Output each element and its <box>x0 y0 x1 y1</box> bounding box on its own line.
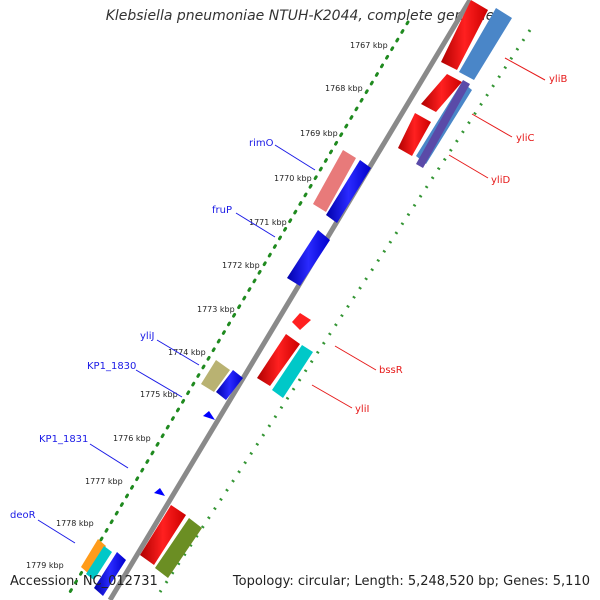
forward-genes <box>81 150 371 596</box>
tick-label: 1768 kbp <box>325 84 363 93</box>
ruler-ticks: 1767 kbp 1768 kbp 1769 kbp 1770 kbp 1771… <box>26 41 388 570</box>
gene-feature-red-bottom[interactable] <box>140 505 186 565</box>
tick-label: 1778 kbp <box>56 519 94 528</box>
gene-label-deoR[interactable]: deoR <box>10 510 36 521</box>
gene-label-yliI[interactable]: yliI <box>355 404 369 415</box>
genome-backbone <box>107 0 473 600</box>
gene-label-KP1_1831[interactable]: KP1_1831 <box>39 434 88 445</box>
gene-feature-blue-bottom[interactable] <box>94 552 126 596</box>
tick-label: 1776 kbp <box>113 434 151 443</box>
gene-bssR[interactable] <box>257 334 300 386</box>
gene-labels: rimO fruP yliJ KP1_1830 KP1_1831 deoR yl… <box>10 74 567 521</box>
gene-rimO[interactable] <box>313 150 356 212</box>
tick-label: 1777 kbp <box>85 477 123 486</box>
gene-KP1_1831[interactable] <box>154 488 165 496</box>
gene-yliD[interactable] <box>416 80 470 168</box>
gene-label-yliC[interactable]: yliC <box>516 133 534 144</box>
gene-feature-cyan[interactable] <box>86 546 112 580</box>
gene-label-yliB[interactable]: yliB <box>549 74 567 85</box>
gene-yliB[interactable] <box>441 0 488 70</box>
gene-KP1_1830[interactable] <box>203 411 215 420</box>
leader-lines <box>37 57 546 544</box>
gene-label-bssR[interactable]: bssR <box>379 365 403 376</box>
gene-yliJ[interactable] <box>201 360 230 392</box>
gene-feature-red-3[interactable] <box>398 113 431 156</box>
ruler-dotted-line <box>68 20 410 594</box>
gene-label-KP1_1830[interactable]: KP1_1830 <box>87 361 136 372</box>
gene-deoR[interactable] <box>81 539 106 574</box>
gene-feature-red-4[interactable] <box>292 313 311 330</box>
tick-label: 1767 kbp <box>350 41 388 50</box>
gene-feature-red-2[interactable] <box>421 74 462 112</box>
gene-feature-blue-small[interactable] <box>216 370 243 400</box>
gene-yliI[interactable] <box>272 345 313 398</box>
gene-label-fruP[interactable]: fruP <box>212 205 232 216</box>
gene-label-rimO[interactable]: rimO <box>249 138 274 149</box>
reverse-genes <box>140 0 512 578</box>
map-title: Klebsiella pneumoniae NTUH-K2044, comple… <box>105 8 495 24</box>
gene-fruP[interactable] <box>287 230 330 286</box>
tick-label: 1779 kbp <box>26 561 64 570</box>
topology-summary: Topology: circular; Length: 5,248,520 bp… <box>232 574 590 589</box>
tick-label: 1772 kbp <box>222 261 260 270</box>
tick-label: 1770 kbp <box>274 174 312 183</box>
gene-label-yliJ[interactable]: yliJ <box>140 331 154 342</box>
tick-label: 1774 kbp <box>168 348 206 357</box>
gene-label-yliD[interactable]: yliD <box>491 175 510 186</box>
tick-label: 1771 kbp <box>249 218 287 227</box>
accession-text: Accession: NC_012731 <box>10 574 158 589</box>
tick-label: 1773 kbp <box>197 305 235 314</box>
gene-feature-blue[interactable] <box>326 160 371 223</box>
tick-label: 1775 kbp <box>140 390 178 399</box>
tick-label: 1769 kbp <box>300 129 338 138</box>
gene-feature-olive-bottom[interactable] <box>155 518 202 578</box>
gene-feature-steelblue-1[interactable] <box>459 8 512 80</box>
